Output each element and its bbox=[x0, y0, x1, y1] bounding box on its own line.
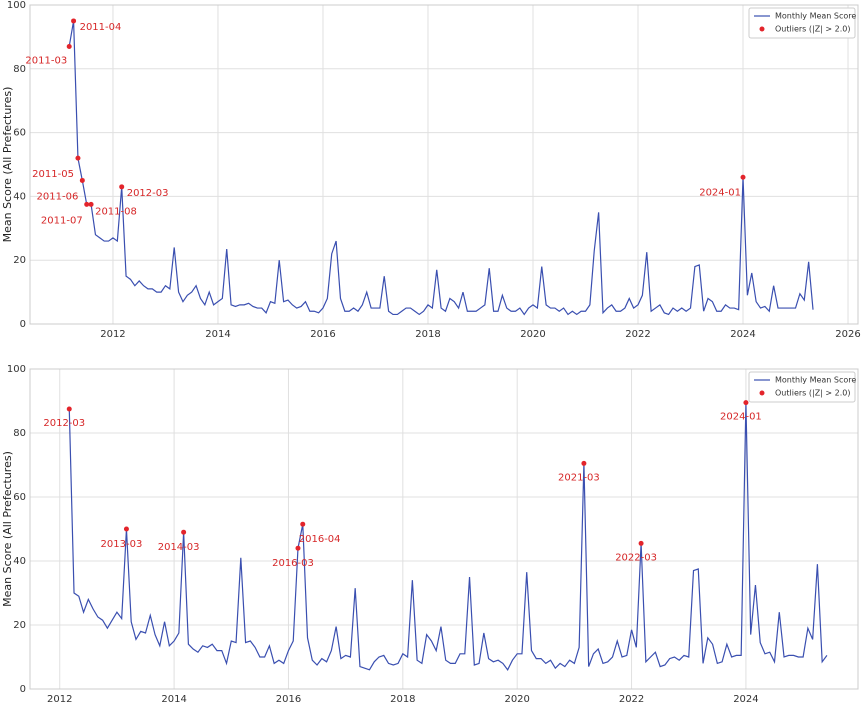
outlier-label: 2024-01 bbox=[699, 187, 741, 198]
outlier-point bbox=[88, 201, 94, 207]
outlier-label: 2012-03 bbox=[127, 188, 169, 199]
outlier-label: 2024-01 bbox=[720, 412, 762, 423]
y-tick-label: 60 bbox=[13, 492, 26, 503]
legend-label: Monthly Mean Score bbox=[775, 376, 856, 385]
outlier-point bbox=[181, 529, 187, 535]
legend-marker bbox=[759, 390, 765, 396]
x-tick-label: 2016 bbox=[310, 329, 335, 340]
plot-frame bbox=[29, 4, 859, 325]
outlier-point bbox=[743, 400, 749, 406]
y-axis-label: Mean Score (All Prefectures) bbox=[1, 451, 14, 607]
outlier-label: 2011-05 bbox=[32, 169, 74, 180]
y-tick-label: 20 bbox=[13, 620, 26, 631]
outlier-point bbox=[638, 540, 644, 546]
outlier-point bbox=[79, 177, 85, 183]
x-tick-label: 2018 bbox=[390, 694, 415, 703]
x-tick-label: 2026 bbox=[835, 329, 860, 340]
series-line bbox=[68, 20, 814, 316]
outlier-point bbox=[740, 174, 746, 180]
x-tick-label: 2012 bbox=[100, 329, 125, 340]
outlier-point bbox=[300, 521, 306, 527]
outlier-point bbox=[581, 460, 587, 466]
legend-label: Outliers (|Z| > 2.0) bbox=[775, 389, 851, 398]
outlier-point bbox=[75, 155, 81, 161]
y-tick-label: 40 bbox=[13, 556, 26, 567]
outlier-label: 2016-04 bbox=[299, 534, 341, 545]
legend-label: Monthly Mean Score bbox=[775, 12, 856, 21]
outlier-label: 2011-04 bbox=[80, 22, 122, 33]
y-tick-label: 0 bbox=[20, 319, 26, 330]
outlier-point bbox=[123, 526, 129, 532]
outlier-point bbox=[119, 184, 125, 190]
x-tick-label: 2020 bbox=[504, 694, 529, 703]
outlier-label: 2011-03 bbox=[25, 55, 67, 66]
y-tick-label: 100 bbox=[7, 364, 26, 375]
outlier-label: 2021-03 bbox=[558, 472, 600, 483]
outlier-label: 2016-03 bbox=[272, 558, 314, 569]
x-tick-label: 2024 bbox=[733, 694, 758, 703]
legend-box bbox=[748, 7, 856, 39]
outlier-point bbox=[66, 406, 72, 412]
outlier-label: 2012-03 bbox=[43, 418, 85, 429]
plot-frame bbox=[29, 368, 859, 690]
y-tick-label: 80 bbox=[13, 428, 26, 439]
x-tick-label: 2018 bbox=[415, 329, 440, 340]
outlier-point bbox=[66, 43, 72, 49]
legend-label: Outliers (|Z| > 2.0) bbox=[775, 25, 851, 34]
y-tick-label: 80 bbox=[13, 64, 26, 75]
x-tick-label: 2014 bbox=[161, 694, 186, 703]
y-tick-label: 60 bbox=[13, 128, 26, 139]
outlier-label: 2011-07 bbox=[41, 215, 83, 226]
outlier-label: 2013-03 bbox=[101, 539, 143, 550]
x-tick-label: 2016 bbox=[276, 694, 301, 703]
outlier-point bbox=[295, 545, 301, 551]
x-tick-label: 2020 bbox=[520, 329, 545, 340]
y-tick-label: 20 bbox=[13, 255, 26, 266]
y-tick-label: 40 bbox=[13, 191, 26, 202]
y-axis-label: Mean Score (All Prefectures) bbox=[1, 87, 14, 243]
legend-box bbox=[748, 371, 856, 403]
x-tick-label: 2014 bbox=[205, 329, 230, 340]
y-tick-label: 0 bbox=[20, 684, 26, 695]
outlier-label: 2011-08 bbox=[95, 206, 137, 217]
x-tick-label: 2022 bbox=[625, 329, 650, 340]
legend-marker bbox=[759, 26, 765, 32]
outlier-point bbox=[71, 18, 77, 24]
outlier-point bbox=[84, 201, 90, 207]
x-tick-label: 2024 bbox=[730, 329, 755, 340]
outlier-label: 2011-06 bbox=[37, 191, 79, 202]
x-tick-label: 2022 bbox=[619, 694, 644, 703]
outlier-label: 2022-03 bbox=[615, 552, 657, 563]
series-line bbox=[68, 402, 828, 671]
y-tick-label: 100 bbox=[7, 0, 26, 11]
x-tick-label: 2012 bbox=[47, 694, 72, 703]
outlier-label: 2014-03 bbox=[158, 542, 200, 553]
